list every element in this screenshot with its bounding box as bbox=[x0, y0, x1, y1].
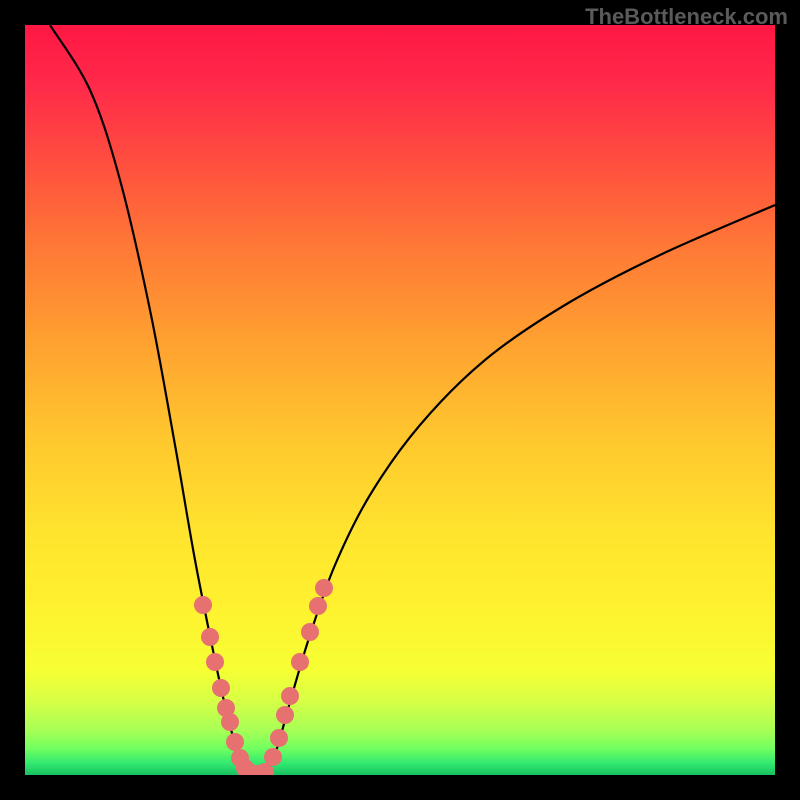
watermark-text: TheBottleneck.com bbox=[585, 4, 788, 30]
data-marker bbox=[194, 596, 212, 614]
left-curve bbox=[50, 25, 246, 772]
data-marker bbox=[249, 765, 267, 783]
chart-border bbox=[13, 13, 788, 788]
data-marker bbox=[212, 679, 230, 697]
data-marker bbox=[221, 713, 239, 731]
gradient-background bbox=[25, 25, 775, 775]
chart-container: TheBottleneck.com bbox=[0, 0, 800, 800]
data-marker bbox=[264, 748, 282, 766]
data-marker bbox=[301, 623, 319, 641]
data-marker bbox=[281, 687, 299, 705]
data-marker bbox=[309, 597, 327, 615]
chart-svg bbox=[0, 0, 800, 800]
data-marker bbox=[231, 749, 249, 767]
data-marker bbox=[256, 763, 274, 781]
data-marker bbox=[242, 764, 260, 782]
data-marker bbox=[291, 653, 309, 671]
data-marker bbox=[236, 759, 254, 777]
data-marker bbox=[276, 706, 294, 724]
data-marker bbox=[270, 729, 288, 747]
data-marker bbox=[315, 579, 333, 597]
data-marker bbox=[206, 653, 224, 671]
data-marker bbox=[201, 628, 219, 646]
data-markers bbox=[194, 579, 333, 783]
right-curve bbox=[268, 205, 775, 772]
data-marker bbox=[226, 733, 244, 751]
data-marker bbox=[217, 699, 235, 717]
